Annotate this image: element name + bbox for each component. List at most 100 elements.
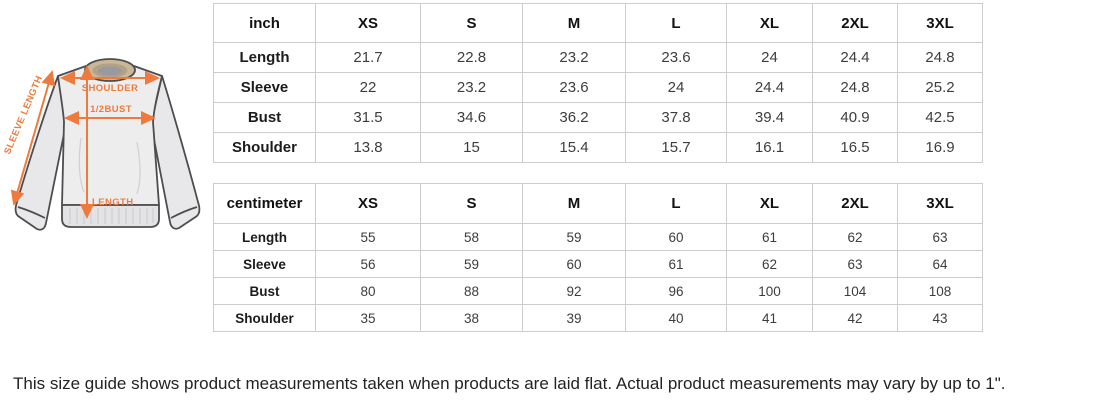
measurement-row-bust: Bust 31.5 34.6 36.2 37.8 39.4 40.9 42.5 bbox=[213, 102, 983, 133]
measurement-row-bust: Bust 80 88 92 96 100 104 108 bbox=[213, 277, 983, 305]
measurement-cell: 41 bbox=[726, 304, 813, 332]
measurement-cell: 23.2 bbox=[420, 72, 523, 103]
unit-header: centimeter bbox=[213, 183, 316, 224]
left-sleeve bbox=[14, 75, 67, 231]
measurement-cell: 40 bbox=[625, 304, 727, 332]
measurement-cell: 15.7 bbox=[625, 132, 727, 163]
measurement-cell: 80 bbox=[315, 277, 421, 305]
size-header-3xl: 3XL bbox=[897, 183, 983, 224]
measurement-cell: 63 bbox=[897, 223, 983, 251]
measurement-cell: 43 bbox=[897, 304, 983, 332]
size-guide-note: This size guide shows product measuremen… bbox=[13, 374, 1006, 393]
measurement-cell: 24 bbox=[726, 42, 813, 73]
measurement-cell: 34.6 bbox=[420, 102, 523, 133]
measurement-row-length: Length 55 58 59 60 61 62 63 bbox=[213, 223, 983, 251]
measurement-cell: 23.6 bbox=[625, 42, 727, 73]
measurement-cell: 60 bbox=[625, 223, 727, 251]
length-label: LENGTH bbox=[92, 197, 133, 208]
measurement-cell: 16.5 bbox=[812, 132, 898, 163]
measurement-cell: 16.9 bbox=[897, 132, 983, 163]
measurement-cell: 104 bbox=[812, 277, 898, 305]
size-header-xs: XS bbox=[315, 183, 421, 224]
row-label: Length bbox=[213, 42, 316, 73]
measurement-cell: 21.7 bbox=[315, 42, 421, 73]
measurement-cell: 15 bbox=[420, 132, 523, 163]
size-table-centimeter: centimeter XS S M L XL 2XL 3XL Length 55 58 59 60 61… bbox=[213, 183, 983, 332]
measurement-cell: 24 bbox=[625, 72, 727, 103]
measurement-cell: 61 bbox=[726, 223, 813, 251]
measurement-cell: 39 bbox=[522, 304, 626, 332]
size-header-xl: XL bbox=[726, 183, 813, 224]
size-header-xl: XL bbox=[726, 3, 813, 43]
header-row: centimeter XS S M L XL 2XL 3XL bbox=[213, 183, 983, 224]
measurement-cell: 88 bbox=[420, 277, 523, 305]
size-header-s: S bbox=[420, 3, 523, 43]
sleeve-length-arrow bbox=[10, 70, 56, 206]
measurement-cell: 60 bbox=[522, 250, 626, 278]
measurement-cell: 56 bbox=[315, 250, 421, 278]
measurement-cell: 39.4 bbox=[726, 102, 813, 133]
size-header-m: M bbox=[522, 3, 626, 43]
measurement-cell: 59 bbox=[522, 223, 626, 251]
measurement-cell: 13.8 bbox=[315, 132, 421, 163]
measurement-cell: 92 bbox=[522, 277, 626, 305]
measurement-row-sleeve: Sleeve 22 23.2 23.6 24 24.4 24.8 25.2 bbox=[213, 72, 983, 103]
measurement-cell: 62 bbox=[726, 250, 813, 278]
measurement-row-shoulder: Shoulder 13.8 15 15.4 15.7 16.1 16.5 16.9 bbox=[213, 132, 983, 163]
measurement-cell: 55 bbox=[315, 223, 421, 251]
measurement-cell: 61 bbox=[625, 250, 727, 278]
size-header-2xl: 2XL bbox=[812, 3, 898, 43]
measurement-row-length: Length 21.7 22.8 23.2 23.6 24 24.4 24.8 bbox=[213, 42, 983, 73]
measurement-cell: 24.8 bbox=[897, 42, 983, 73]
measurement-cell: 59 bbox=[420, 250, 523, 278]
measurement-cell: 25.2 bbox=[897, 72, 983, 103]
row-label: Shoulder bbox=[213, 132, 316, 163]
measurement-cell: 62 bbox=[812, 223, 898, 251]
row-label: Bust bbox=[213, 277, 316, 305]
measurement-cell: 42.5 bbox=[897, 102, 983, 133]
measurement-cell: 64 bbox=[897, 250, 983, 278]
measurement-cell: 38 bbox=[420, 304, 523, 332]
size-header-l: L bbox=[625, 183, 727, 224]
measurement-cell: 23.2 bbox=[522, 42, 626, 73]
size-header-s: S bbox=[420, 183, 523, 224]
measurement-cell: 63 bbox=[812, 250, 898, 278]
hem-band bbox=[61, 204, 160, 228]
measurement-cell: 100 bbox=[726, 277, 813, 305]
row-label: Sleeve bbox=[213, 250, 316, 278]
measurement-cell: 22.8 bbox=[420, 42, 523, 73]
measurement-cell: 96 bbox=[625, 277, 727, 305]
unit-header: inch bbox=[213, 3, 316, 43]
size-header-2xl: 2XL bbox=[812, 183, 898, 224]
size-header-m: M bbox=[522, 183, 626, 224]
measurement-cell: 35 bbox=[315, 304, 421, 332]
measurement-cell: 15.4 bbox=[522, 132, 626, 163]
measurement-cell: 24.4 bbox=[726, 72, 813, 103]
measurement-cell: 36.2 bbox=[522, 102, 626, 133]
size-header-l: L bbox=[625, 3, 727, 43]
measurement-cell: 58 bbox=[420, 223, 523, 251]
measurement-cell: 22 bbox=[315, 72, 421, 103]
measurement-cell: 37.8 bbox=[625, 102, 727, 133]
measurement-cell: 16.1 bbox=[726, 132, 813, 163]
measurement-cell: 23.6 bbox=[522, 72, 626, 103]
row-label: Sleeve bbox=[213, 72, 316, 103]
row-label: Length bbox=[213, 223, 316, 251]
right-sleeve bbox=[150, 75, 201, 230]
size-header-xs: XS bbox=[315, 3, 421, 43]
measurement-cell: 31.5 bbox=[315, 102, 421, 133]
size-table-inch: inch XS S M L XL 2XL 3XL Length 21.7 22.8 23.2 23.6… bbox=[213, 3, 983, 163]
row-label: Shoulder bbox=[213, 304, 316, 332]
shoulder-label: SHOULDER bbox=[82, 83, 139, 94]
measurement-cell: 24.4 bbox=[812, 42, 898, 73]
size-header-3xl: 3XL bbox=[897, 3, 983, 43]
sweatshirt-size-diagram: SHOULDER 1/2BUST LENGTH SLEEVE LENGTH bbox=[2, 58, 201, 231]
measurement-cell: 24.8 bbox=[812, 72, 898, 103]
row-label: Bust bbox=[213, 102, 316, 133]
measurement-row-shoulder: Shoulder 35 38 39 40 41 42 43 bbox=[213, 304, 983, 332]
measurement-cell: 40.9 bbox=[812, 102, 898, 133]
header-row: inch XS S M L XL 2XL 3XL bbox=[213, 3, 983, 43]
half-bust-label: 1/2BUST bbox=[90, 104, 132, 115]
measurement-cell: 108 bbox=[897, 277, 983, 305]
measurement-cell: 42 bbox=[812, 304, 898, 332]
